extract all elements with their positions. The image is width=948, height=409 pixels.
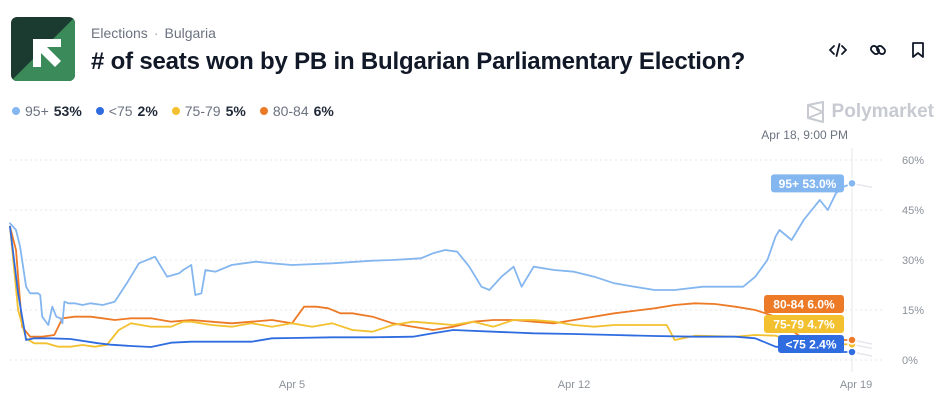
legend-item[interactable]: 95+ 53% (12, 103, 82, 119)
x-tick-label: Apr 12 (558, 379, 590, 391)
brand-watermark: Polymarket (806, 101, 934, 123)
legend-dot (12, 107, 20, 115)
y-tick-label: 15% (902, 305, 924, 317)
legend-value: 2% (137, 103, 158, 119)
legend-dot (171, 107, 180, 115)
legend-value: 5% (225, 103, 246, 119)
series-line (9, 225, 853, 353)
y-tick-label: 30% (902, 255, 924, 267)
breadcrumb-category[interactable]: Elections (91, 25, 148, 41)
embed-button[interactable] (828, 40, 848, 60)
breadcrumb-separator: · (153, 25, 159, 41)
legend-name: 80-84 (272, 103, 309, 119)
copy-link-button[interactable] (868, 40, 888, 60)
chart-legend: 95+ 53% <75 2% 75-79 5% 80-84 6% (12, 103, 334, 119)
polymarket-arrow-logo-icon (11, 17, 75, 81)
code-icon (829, 43, 847, 57)
x-tick-label: Apr 5 (279, 379, 305, 391)
legend-dot (259, 107, 268, 115)
series-end-label: 75-79 4.7% (773, 318, 835, 332)
legend-name: 95+ (25, 103, 49, 119)
bookmark-button[interactable] (908, 40, 928, 60)
legend-dot (95, 107, 104, 115)
series-end-label-box (764, 315, 844, 333)
series-end-label-box (764, 295, 844, 313)
hover-date-label: Apr 18, 9:00 PM (761, 128, 848, 142)
series-end-point (847, 347, 857, 357)
breadcrumb-subcategory[interactable]: Bulgaria (164, 25, 216, 41)
series-end-label: 80-84 6.0% (773, 298, 835, 312)
legend-item[interactable]: 80-84 6% (259, 103, 334, 119)
legend-value: 6% (313, 103, 334, 119)
series-end-label-box (778, 335, 844, 353)
legend-item[interactable]: <75 2% (95, 103, 158, 119)
y-tick-label: 60% (902, 155, 924, 167)
legend-value: 53% (53, 103, 82, 119)
polymarket-mark-icon (806, 101, 824, 123)
x-tick-label: Apr 19 (840, 379, 872, 391)
brand-name: Polymarket (831, 101, 934, 122)
series-end-label: 95+ 53.0% (779, 177, 837, 191)
series-end-label: <75 2.4% (785, 338, 836, 352)
series-line (9, 182, 853, 326)
legend-item[interactable]: 75-79 5% (171, 103, 246, 119)
series-line (9, 225, 853, 341)
bookmark-icon (912, 42, 924, 58)
legend-name: <75 (108, 103, 133, 119)
series-end-point (847, 178, 857, 189)
page-title: # of seats won by PB in Bulgarian Parlia… (91, 48, 746, 75)
y-tick-label: 0% (902, 355, 918, 367)
action-bar (828, 40, 928, 60)
series-end-point (847, 335, 857, 345)
breadcrumb: Elections · Bulgaria (91, 25, 216, 41)
legend-name: 75-79 (184, 103, 221, 119)
series-end-label-box (771, 174, 844, 193)
link-icon (870, 45, 886, 55)
y-tick-label: 45% (902, 205, 924, 217)
